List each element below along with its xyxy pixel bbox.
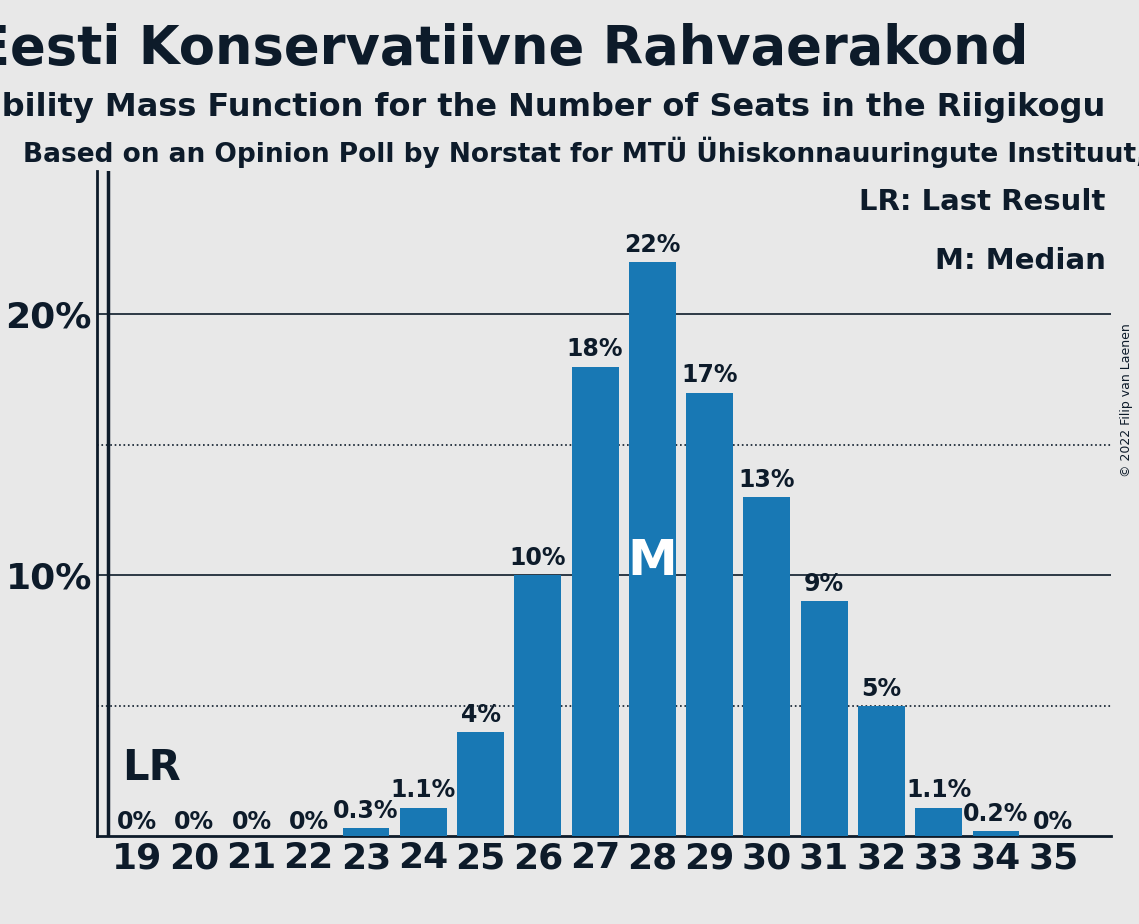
Text: Eesti Konservatiivne Rahvaerakond: Eesti Konservatiivne Rahvaerakond <box>0 23 1029 75</box>
Bar <box>572 367 618 836</box>
Text: LR: LR <box>123 748 181 789</box>
Text: 10%: 10% <box>509 546 566 570</box>
Bar <box>744 497 790 836</box>
Text: © 2022 Filip van Laenen: © 2022 Filip van Laenen <box>1121 323 1133 477</box>
Bar <box>343 829 390 836</box>
Bar <box>515 576 562 836</box>
Text: 13%: 13% <box>739 468 795 492</box>
Text: 0%: 0% <box>1033 809 1073 833</box>
Text: 17%: 17% <box>681 363 738 387</box>
Text: 1.1%: 1.1% <box>391 778 456 802</box>
Text: 1.1%: 1.1% <box>907 778 972 802</box>
Text: 0%: 0% <box>231 809 271 833</box>
Text: M: M <box>628 537 678 585</box>
Bar <box>400 808 446 836</box>
Bar <box>629 262 675 836</box>
Text: 9%: 9% <box>804 572 844 596</box>
Text: M: Median: M: Median <box>935 248 1106 275</box>
Text: 0%: 0% <box>174 809 214 833</box>
Bar <box>457 732 505 836</box>
Text: 0%: 0% <box>288 809 329 833</box>
Text: 5%: 5% <box>861 676 901 700</box>
Text: 22%: 22% <box>624 233 680 257</box>
Bar <box>858 706 904 836</box>
Bar <box>686 393 734 836</box>
Text: Probability Mass Function for the Number of Seats in the Riigikogu: Probability Mass Function for the Number… <box>0 92 1106 124</box>
Text: Based on an Opinion Poll by Norstat for MTÜ Ühiskonnauuringute Instituut, 1–6 No: Based on an Opinion Poll by Norstat for … <box>23 137 1139 168</box>
Text: 0.3%: 0.3% <box>334 799 399 823</box>
Bar <box>916 808 962 836</box>
Text: 0.2%: 0.2% <box>964 802 1029 826</box>
Text: 0%: 0% <box>117 809 157 833</box>
Text: 4%: 4% <box>460 702 500 726</box>
Bar <box>801 602 847 836</box>
Bar <box>973 831 1019 836</box>
Text: LR: Last Result: LR: Last Result <box>859 188 1106 215</box>
Text: 18%: 18% <box>567 337 623 361</box>
